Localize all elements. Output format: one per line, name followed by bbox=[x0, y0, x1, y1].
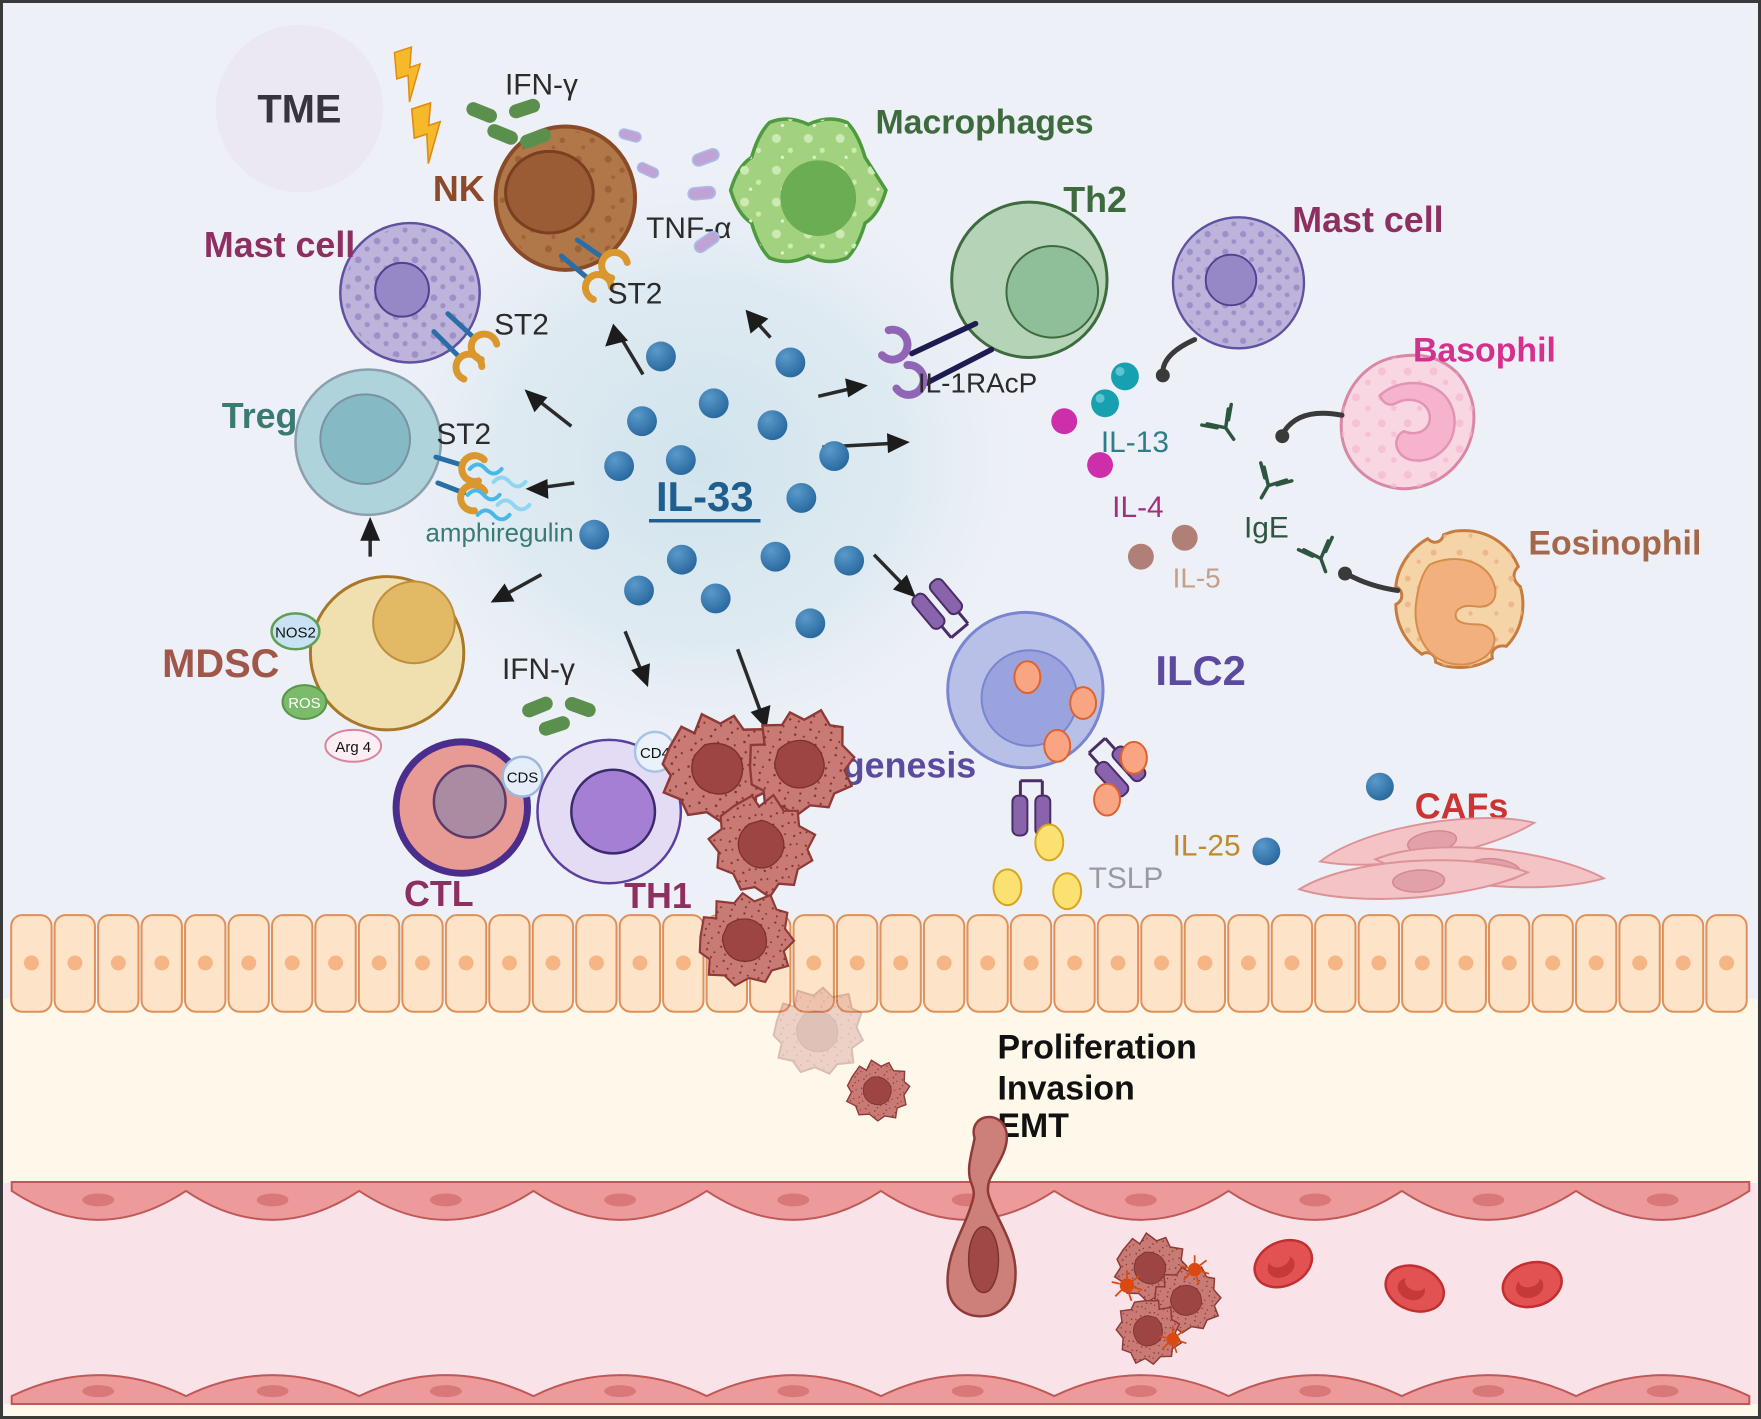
il4-dots bbox=[1051, 408, 1114, 478]
endothelial-vessel-walls bbox=[10, 1180, 1751, 1406]
basophil-label: Basophil bbox=[1413, 331, 1556, 369]
mast-cell-right bbox=[1171, 216, 1306, 350]
il5-label: IL-5 bbox=[1173, 563, 1221, 594]
amphiregulin-waves bbox=[465, 462, 532, 522]
epithelial-cell-layer bbox=[10, 914, 1748, 1013]
macrophage-cell bbox=[728, 117, 888, 264]
ige-label: IgE bbox=[1244, 512, 1289, 545]
treg-label: Treg bbox=[222, 396, 298, 436]
arg4-badge: Arg 4 bbox=[324, 728, 383, 763]
tslp-dots bbox=[992, 823, 1083, 911]
cd4-badge: CD4 bbox=[640, 745, 670, 762]
mast-cell-left-label: Mast cell bbox=[204, 225, 355, 265]
mdsc-label: MDSC bbox=[162, 642, 279, 686]
treg-cell bbox=[294, 368, 485, 517]
il33-arrows bbox=[360, 309, 916, 729]
svg-text:NOS2: NOS2 bbox=[275, 624, 316, 641]
amphiregulin-label: amphiregulin bbox=[426, 520, 574, 548]
il4-label: IL-4 bbox=[1112, 491, 1163, 524]
st2-label-treg: ST2 bbox=[436, 418, 491, 451]
tme-diagram: TME NK ST2 IFN-γ Mast cell ST2 Treg bbox=[3, 3, 1758, 1416]
ifn-gamma-label-top: IFN-γ bbox=[505, 69, 578, 102]
mast-cell-right-label: Mast cell bbox=[1292, 200, 1443, 240]
il13-label: IL-13 bbox=[1101, 426, 1169, 459]
eosinophil-connector bbox=[1345, 572, 1401, 593]
st2-label-nk: ST2 bbox=[608, 278, 663, 311]
il25-label: IL-25 bbox=[1173, 829, 1241, 862]
ros-badge: ROS bbox=[281, 684, 328, 720]
mast-cell-left bbox=[339, 221, 481, 364]
il33-label: IL-33 bbox=[656, 473, 754, 520]
cds-badge: CDS bbox=[507, 770, 539, 787]
th2-label: Th2 bbox=[1063, 180, 1127, 220]
st2-label-mast: ST2 bbox=[494, 309, 549, 342]
basophil-connector bbox=[1281, 410, 1345, 434]
invasion-label: Invasion bbox=[998, 1069, 1135, 1107]
th2-cell bbox=[881, 200, 1109, 400]
tme-label: TME bbox=[257, 87, 341, 131]
il33-dots-near-cafs bbox=[1252, 772, 1394, 866]
il1racp-label: IL-1RAcP bbox=[918, 367, 1037, 398]
nk-cell bbox=[493, 124, 638, 300]
il5-dots bbox=[1127, 524, 1198, 570]
tslp-label: TSLP bbox=[1089, 862, 1164, 895]
proliferation-label: Proliferation bbox=[998, 1029, 1197, 1067]
eosinophil-cell bbox=[1394, 529, 1525, 669]
ifn-gamma-label-bottom: IFN-γ bbox=[502, 653, 575, 686]
svg-text:ROS: ROS bbox=[288, 695, 320, 712]
il13-dots bbox=[1091, 362, 1139, 418]
il25-dots bbox=[1013, 660, 1148, 817]
intravasating-tumor-cell bbox=[946, 1115, 1017, 1318]
tme-bubble bbox=[215, 24, 384, 193]
th1-cell: CD4 bbox=[536, 730, 683, 885]
il33-cloud bbox=[357, 152, 1045, 770]
basophil-cell bbox=[1339, 353, 1476, 491]
nos2-badge: NOS2 bbox=[270, 612, 321, 651]
th1-label: TH1 bbox=[624, 876, 692, 916]
nk-label: NK bbox=[433, 169, 485, 209]
mdsc-cell bbox=[308, 575, 466, 732]
macrophages-label: Macrophages bbox=[875, 103, 1093, 141]
svg-text:Arg 4: Arg 4 bbox=[335, 739, 371, 756]
st2-receptor-mast-left bbox=[431, 311, 498, 381]
eosinophil-label: Eosinophil bbox=[1528, 525, 1701, 563]
il33-molecules bbox=[579, 341, 865, 639]
ilc2-label: ILC2 bbox=[1155, 647, 1246, 694]
blood-vessel-lumen bbox=[3, 1182, 1758, 1407]
ctl-cell: CDS bbox=[392, 738, 544, 877]
ctl-label: CTL bbox=[404, 874, 474, 914]
emt-label: EMT bbox=[998, 1107, 1070, 1145]
